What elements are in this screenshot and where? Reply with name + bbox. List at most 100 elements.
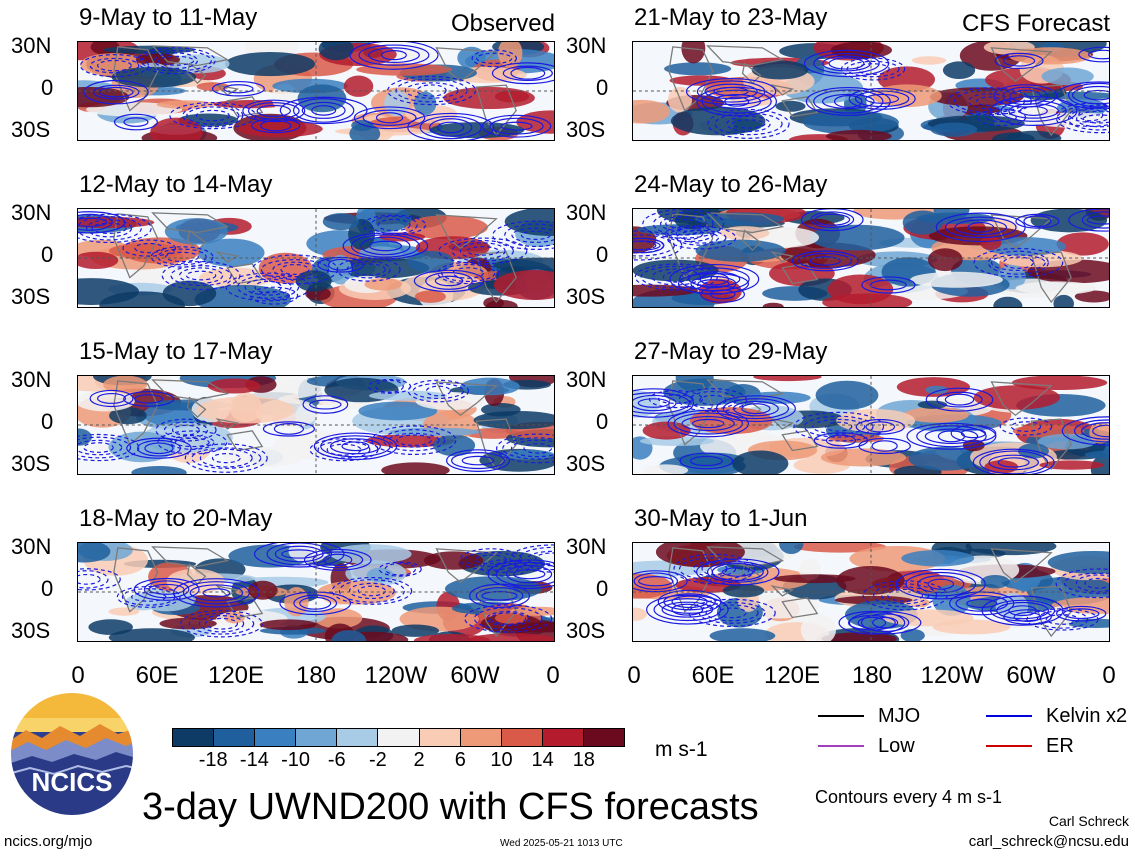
- lat-label: 30N: [11, 200, 52, 225]
- lat-label: 30S: [11, 117, 51, 142]
- legend-kelvin: Kelvin x2: [986, 704, 1127, 728]
- map-frame: [77, 208, 555, 308]
- map-panel: 15-May to 17-May: [77, 338, 555, 478]
- colorbar-swatch: [419, 729, 461, 746]
- lon-label-left-60w: 60W: [450, 662, 500, 689]
- lat-label: 30N: [566, 534, 607, 559]
- colorbar-tick-label: -18: [198, 749, 228, 771]
- lat-label: 30N: [11, 367, 52, 392]
- website-link[interactable]: ncics.org/mjo: [4, 833, 93, 850]
- wind-anomaly-map: [78, 376, 554, 474]
- wind-anomaly-map: [78, 209, 554, 307]
- lat-label: 0: [596, 576, 609, 601]
- legend-low-label: Low: [878, 734, 915, 757]
- panel-date-range: 12-May to 14-May: [79, 171, 273, 198]
- lat-label: 0: [596, 75, 609, 100]
- contour-interval-note: Contours every 4 m s-1: [815, 787, 1003, 807]
- colorbar-tick-label: 10: [490, 749, 513, 771]
- map-panel: 24-May to 26-May: [632, 171, 1110, 311]
- map-frame: [632, 41, 1110, 141]
- map-panel: 18-May to 20-May: [77, 505, 555, 645]
- legend-low: Low: [818, 734, 915, 758]
- legend-er: ER: [986, 734, 1074, 758]
- map-panel: 9-May to 11-May Observed: [77, 4, 555, 144]
- panel-date-range: 30-May to 1-Jun: [634, 505, 808, 532]
- panel-date-range: 27-May to 29-May: [634, 338, 828, 365]
- panel-source-tag: CFS Forecast: [961, 10, 1110, 37]
- main-title: 3-day UWND200 with CFS forecasts: [142, 786, 759, 828]
- lat-label: 30S: [566, 117, 606, 142]
- colorbar-tick-label: 18: [572, 749, 595, 771]
- lat-label: 30S: [11, 284, 51, 309]
- wind-anomaly-map: [633, 209, 1109, 307]
- colorbar-tick-label: 14: [531, 749, 554, 771]
- map-panel: 30-May to 1-Jun: [632, 505, 1110, 645]
- lat-label: 30N: [11, 33, 52, 58]
- colorbar-swatch: [214, 729, 256, 746]
- lon-label-right-0: 0: [627, 662, 641, 689]
- panel-date-range: 18-May to 20-May: [79, 505, 273, 532]
- colorbar-tick-label: -2: [369, 749, 387, 771]
- lon-label-left-120e: 120E: [207, 662, 265, 689]
- lon-label-right-60e: 60E: [691, 662, 735, 689]
- lat-label: 30S: [566, 451, 606, 476]
- lon-label-left-0-end: 0: [546, 662, 560, 689]
- colorbar-swatch: [337, 729, 379, 746]
- colorbar-tick-label: 2: [413, 749, 425, 771]
- legend-kelvin-label: Kelvin x2: [1046, 704, 1128, 727]
- panel-date-range: 21-May to 23-May: [634, 4, 828, 31]
- colorbar-units: m s-1: [655, 738, 708, 761]
- lat-label: 30S: [11, 451, 51, 476]
- lat-label: 30N: [566, 367, 607, 392]
- lon-label-left-0: 0: [71, 662, 85, 689]
- legend-kelvin-line: [986, 715, 1032, 717]
- wind-anomaly-map: [633, 543, 1109, 641]
- map-frame: [632, 375, 1110, 475]
- map-panel: 12-May to 14-May: [77, 171, 555, 311]
- lon-label-right-120w: 120W: [920, 662, 984, 689]
- colorbar-swatch: [296, 729, 338, 746]
- lat-label: 0: [41, 242, 54, 267]
- wind-anomaly-map: [633, 42, 1109, 140]
- lat-label: 0: [41, 409, 54, 434]
- map-frame: [77, 41, 555, 141]
- legend-mjo-label: MJO: [878, 704, 921, 727]
- colorbar-swatch: [173, 729, 215, 746]
- lon-label-right-60w: 60W: [1006, 662, 1056, 689]
- wind-anomaly-map: [633, 376, 1109, 474]
- lon-label-left-180: 180: [295, 662, 337, 689]
- timestamp: Wed 2025-05-21 1013 UTC: [500, 838, 623, 849]
- colorbar-swatch: [378, 729, 420, 746]
- lat-label: 0: [41, 75, 54, 100]
- wind-anomaly-map: [78, 543, 554, 641]
- colorbar-swatch: [501, 729, 543, 746]
- logo-text: NCICS: [32, 767, 113, 797]
- legend-er-line: [986, 745, 1032, 747]
- wind-anomaly-map: [78, 42, 554, 140]
- ncics-logo: NCICS: [9, 691, 135, 817]
- map-frame: [632, 542, 1110, 642]
- legend-er-label: ER: [1046, 734, 1074, 757]
- lat-label: 0: [596, 242, 609, 267]
- panel-date-range: 24-May to 26-May: [634, 171, 828, 198]
- panel-source-tag: Observed: [450, 10, 555, 37]
- colorbar: [172, 728, 625, 747]
- lon-label-left-60e: 60E: [135, 662, 179, 689]
- author-email: carl_schreck@ncsu.edu: [968, 833, 1129, 850]
- map-panel: 27-May to 29-May: [632, 338, 1110, 478]
- colorbar-tick-label: -14: [239, 749, 269, 771]
- lat-label: 30S: [11, 618, 51, 643]
- lat-label: 0: [596, 409, 609, 434]
- panel-date-range: 15-May to 17-May: [79, 338, 273, 365]
- colorbar-tick-label: -6: [327, 749, 346, 771]
- colorbar-swatch: [460, 729, 502, 746]
- map-frame: [632, 208, 1110, 308]
- lat-label: 30N: [566, 200, 607, 225]
- colorbar-swatch: [255, 729, 297, 746]
- map-frame: [77, 375, 555, 475]
- lon-label-right-180: 180: [851, 662, 893, 689]
- lat-label: 30N: [566, 33, 607, 58]
- lon-label-right-0-end: 0: [1102, 662, 1116, 689]
- legend-mjo-line: [818, 715, 864, 717]
- lat-label: 30N: [11, 534, 52, 559]
